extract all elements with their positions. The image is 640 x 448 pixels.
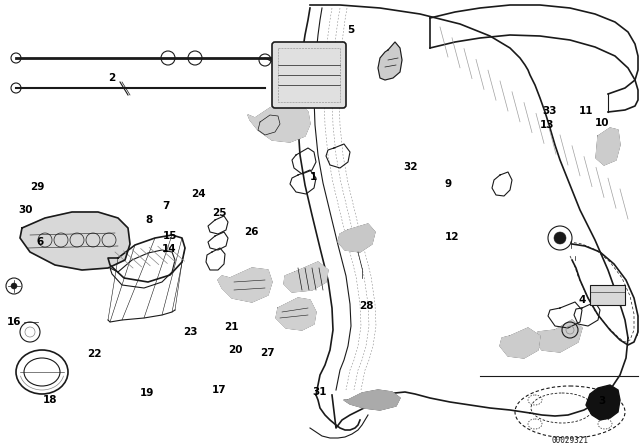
Text: 15: 15 xyxy=(163,231,177,241)
Polygon shape xyxy=(500,328,540,358)
Text: 33: 33 xyxy=(542,106,556,116)
Polygon shape xyxy=(344,390,400,410)
Text: 2: 2 xyxy=(108,73,116,83)
Text: 3: 3 xyxy=(598,396,605,406)
Polygon shape xyxy=(338,224,375,252)
Text: 23: 23 xyxy=(184,327,198,336)
Text: 5: 5 xyxy=(347,26,355,35)
Circle shape xyxy=(554,232,566,244)
Text: 21: 21 xyxy=(225,322,239,332)
Text: 25: 25 xyxy=(212,208,226,218)
Text: 26: 26 xyxy=(244,227,258,237)
Text: 9: 9 xyxy=(444,179,452,189)
Text: 27: 27 xyxy=(260,348,275,358)
Polygon shape xyxy=(534,320,582,352)
Text: 30: 30 xyxy=(19,205,33,215)
Polygon shape xyxy=(276,298,316,330)
Text: 16: 16 xyxy=(7,317,21,327)
Text: 29: 29 xyxy=(30,182,44,192)
Bar xyxy=(278,48,340,102)
Text: 17: 17 xyxy=(212,385,226,395)
Text: 13: 13 xyxy=(540,121,554,130)
Text: 32: 32 xyxy=(404,162,418,172)
Text: 8: 8 xyxy=(145,215,153,225)
Text: 19: 19 xyxy=(140,388,154,398)
Text: 6: 6 xyxy=(36,237,44,247)
Text: 24: 24 xyxy=(191,189,205,198)
Text: 1: 1 xyxy=(310,172,317,182)
Text: 31: 31 xyxy=(313,388,327,397)
Text: 28: 28 xyxy=(359,301,373,310)
Text: 4: 4 xyxy=(579,295,586,305)
Polygon shape xyxy=(20,212,130,270)
Text: 20: 20 xyxy=(228,345,243,355)
Text: 12: 12 xyxy=(445,232,459,241)
Text: 11: 11 xyxy=(579,106,593,116)
Bar xyxy=(590,285,625,305)
Polygon shape xyxy=(378,42,402,80)
Text: 22: 22 xyxy=(88,349,102,359)
Polygon shape xyxy=(248,102,310,142)
Text: 00029321: 00029321 xyxy=(552,435,589,444)
Circle shape xyxy=(11,283,17,289)
Text: 14: 14 xyxy=(163,244,177,254)
Polygon shape xyxy=(596,128,620,165)
FancyBboxPatch shape xyxy=(272,42,346,108)
Polygon shape xyxy=(284,262,328,292)
Polygon shape xyxy=(586,385,620,420)
Text: 18: 18 xyxy=(43,395,57,405)
Text: 10: 10 xyxy=(595,118,609,128)
Text: 7: 7 xyxy=(163,201,170,211)
Polygon shape xyxy=(218,268,272,302)
